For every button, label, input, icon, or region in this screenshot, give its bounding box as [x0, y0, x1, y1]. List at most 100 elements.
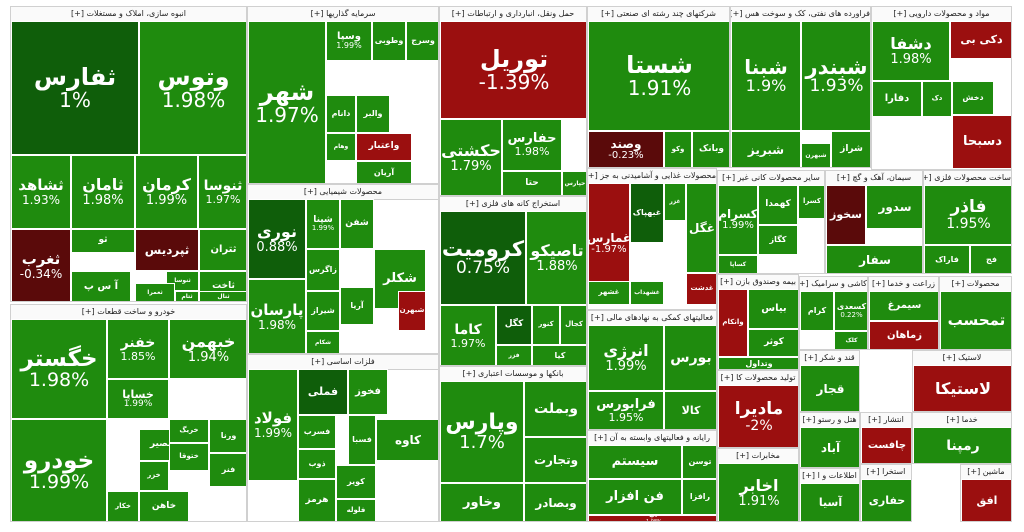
sector-s17[interactable]: بیمه وصندوق بازن [+] وانکام بیاس کوثر وتداول [717, 274, 799, 370]
sector-title[interactable]: انبوه سازی، املاک و مستغلات [+] [11, 7, 246, 22]
stock-tile[interactable]: فخوز [348, 369, 388, 415]
stock-tile[interactable]: ثنوسا 1.97% [198, 155, 246, 229]
sector-s4[interactable]: محصولات شیمیایی [+] نوری 0.88% شپنا 1.99% شفن… [247, 184, 439, 354]
stock-tile[interactable]: کهمدا [758, 185, 798, 225]
stock-tile[interactable]: قجار [800, 365, 859, 411]
sector-title[interactable]: سرمایه گذاریها [+] [248, 7, 438, 22]
stock-tile[interactable]: فزر [496, 345, 532, 365]
sector-s21[interactable]: رایانه و فعالیتهای وابسته به آن [+] سیستم… [587, 430, 717, 522]
stock-tile[interactable]: شبهرن [398, 291, 426, 331]
stock-tile[interactable]: کوثر [748, 329, 798, 357]
sector-title[interactable]: زراعت و خدما [+] [869, 277, 938, 292]
stock-tile[interactable]: کویر [336, 465, 376, 499]
sector-s31[interactable]: استخرا [+] حفاری [860, 464, 912, 522]
stock-tile[interactable]: ثپردیس [135, 229, 199, 271]
stock-tile[interactable]: خگستر 1.98% [11, 319, 107, 419]
stock-tile[interactable]: افق [961, 479, 1011, 521]
stock-tile[interactable]: وطوبی [372, 21, 406, 61]
stock-tile[interactable]: وکو [664, 131, 692, 167]
stock-tile[interactable]: غزر [664, 183, 686, 221]
sector-s5[interactable]: فلزات اساسی [+] فولاد 1.99% فملی فخوز فسرب کاو… [247, 354, 439, 522]
stock-tile[interactable]: کرمان 1.99% [135, 155, 198, 229]
stock-tile[interactable]: شبنا 1.9% [731, 21, 801, 131]
sector-s10[interactable]: فراورده های نفتی، کک و سوخت هس [+] شبنا 1.… [730, 6, 871, 168]
stock-tile[interactable]: سدور [866, 185, 922, 229]
stock-tile[interactable]: والبر [356, 95, 390, 133]
sector-title[interactable]: سایر محصولات کانی غیر [+] [718, 171, 824, 186]
stock-tile[interactable]: چافست [861, 427, 911, 463]
stock-tile[interactable]: شکام [306, 331, 340, 353]
sector-s29[interactable]: لاستیک [+] لاستیکا [912, 350, 1012, 412]
sector-s12[interactable]: محصولات غذایی و آشامیدنی به جز [+] غمارس -… [587, 168, 717, 310]
stock-tile[interactable]: وتداول [718, 357, 798, 369]
sector-title[interactable]: قند و شکر [+] [800, 351, 859, 366]
stock-tile[interactable]: وسرج [406, 21, 438, 61]
stock-tile[interactable]: نوری 0.88% [248, 199, 306, 279]
stock-tile[interactable]: شفن [340, 199, 374, 249]
sector-s13[interactable]: سایر محصولات کانی غیر [+] کسرام 1.99% کهمدا… [717, 170, 825, 274]
stock-tile[interactable]: شبهرن [801, 143, 831, 167]
stock-tile[interactable]: ثفارس 1% [11, 21, 139, 155]
sector-title[interactable]: اطلاعات و ا [+] [800, 469, 859, 484]
stock-tile[interactable]: انرژی 1.99% [588, 325, 664, 391]
sector-s24[interactable]: محصولات [+] تمحسب [939, 276, 1012, 350]
stock-tile[interactable]: حفارس 1.98% [502, 119, 562, 171]
stock-tile[interactable]: تاصیکو 1.88% [526, 211, 586, 305]
stock-tile[interactable]: لاستیکا [913, 365, 1011, 411]
stock-tile[interactable]: دفارا [872, 81, 922, 117]
stock-tile[interactable]: آباد [800, 427, 859, 467]
stock-tile[interactable]: شراز [831, 131, 870, 167]
stock-tile[interactable]: وسپا 1.99% [326, 21, 372, 61]
stock-tile[interactable]: کالا [664, 391, 716, 429]
sector-title[interactable]: خودرو و ساخت قطعات [+] [11, 305, 246, 320]
stock-tile[interactable]: شبندر 1.93% [801, 21, 870, 131]
sector-s27[interactable]: خدما [+] رمپنا [912, 412, 1012, 464]
stock-tile[interactable]: شپنا 1.99% [306, 199, 340, 249]
stock-tile[interactable]: حکشتی 1.79% [440, 119, 502, 195]
stock-tile[interactable]: کجال [560, 305, 586, 345]
stock-tile[interactable]: غشهداب [630, 281, 664, 305]
stock-tile[interactable]: خریگ [169, 419, 209, 443]
sector-s28[interactable]: اطلاعات و ا [+] آسیا [799, 468, 860, 522]
stock-tile[interactable]: ثتام [175, 291, 199, 301]
sector-title[interactable]: محصولات غذایی و آشامیدنی به جز [+] [588, 169, 716, 184]
sector-s30[interactable]: ماشین [+] افق [960, 464, 1012, 522]
sector-title[interactable]: تولید محصولات کا [+] [718, 371, 798, 386]
sector-s3[interactable]: سرمایه گذاریها [+] شهر 1.97% وسپا 1.99% وطوبی… [247, 6, 439, 184]
stock-tile[interactable]: خودرو 1.99% [11, 419, 107, 521]
stock-tile[interactable]: فملی [298, 369, 348, 415]
stock-tile[interactable]: وصند -0.23% [588, 131, 664, 167]
stock-tile[interactable]: کسعدی 0.22% [834, 291, 867, 331]
stock-tile[interactable]: آریان [356, 161, 412, 183]
sector-title[interactable]: فلزات اساسی [+] [248, 355, 438, 370]
sector-s25[interactable]: هتل و رستو [+] آباد [799, 412, 860, 468]
sector-title[interactable]: بانکها و موسسات اعتباری [+] [440, 367, 586, 382]
stock-tile[interactable]: ثتران [199, 229, 246, 271]
sector-s1[interactable]: انبوه سازی، املاک و مستغلات [+] ثفارس 1% وت… [10, 6, 247, 302]
stock-tile[interactable]: کگاز [758, 225, 798, 255]
stock-tile[interactable]: وانکام [718, 289, 748, 357]
sector-s23[interactable]: قند و شکر [+] قجار [799, 350, 860, 412]
sector-s15[interactable]: ساخت محصولات فلزی [+] فاذر 1.95% فاراک فج [923, 170, 1012, 274]
stock-tile[interactable]: بورس [664, 325, 716, 391]
stock-tile[interactable]: وبصادر [524, 483, 586, 521]
stock-tile[interactable]: ختوقا [169, 443, 209, 471]
stock-tile[interactable]: کرومیت 0.75% [440, 211, 526, 305]
stock-tile[interactable]: کاوه [376, 419, 438, 461]
stock-tile[interactable]: رمپنا [913, 427, 1011, 463]
stock-tile[interactable]: کنور [532, 305, 560, 345]
sector-title[interactable]: رایانه و فعالیتهای وابسته به آن [+] [588, 431, 716, 446]
sector-s19[interactable]: زراعت و خدما [+] سیمرغ زماهان [868, 276, 939, 350]
stock-tile[interactable]: فنر [209, 453, 246, 487]
stock-tile[interactable]: کاما 1.97% [440, 305, 496, 365]
stock-tile[interactable]: وتجارت [524, 437, 586, 483]
sector-title[interactable]: ماشین [+] [961, 465, 1011, 480]
stock-tile[interactable]: فلوله [336, 499, 376, 521]
stock-tile[interactable]: کگل [496, 305, 532, 345]
stock-tile[interactable]: دکی بی [950, 21, 1011, 59]
stock-tile[interactable]: وهام [326, 133, 356, 161]
stock-tile[interactable]: کیا [532, 345, 586, 365]
stock-tile[interactable]: آ س پ [71, 271, 131, 301]
stock-tile[interactable]: خزر [139, 461, 169, 491]
stock-tile[interactable]: شبریز [731, 131, 801, 167]
